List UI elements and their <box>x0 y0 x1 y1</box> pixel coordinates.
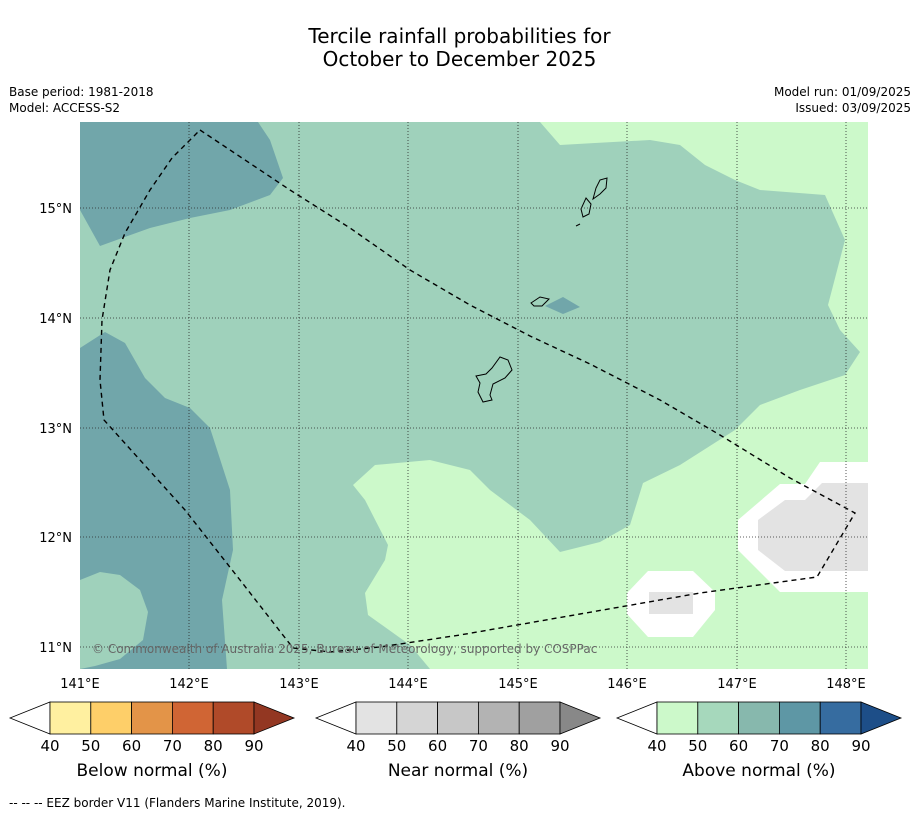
colorbar-title: Near normal (%) <box>387 761 529 781</box>
colorbar-segment <box>212 701 255 735</box>
above-60-region-nw <box>80 122 283 246</box>
colorbar-tick-label: 60 <box>122 737 141 755</box>
colorbars: 40 50 60 70 80 90 40 50 60 70 80 90 40 50 60 70 80 90 <box>8 701 903 755</box>
near-normal-patch-se <box>649 592 693 614</box>
colorbar-high-extend <box>559 701 602 735</box>
colorbar-segment <box>819 701 862 735</box>
colorbar-segment <box>738 701 780 735</box>
lon-label: 144°E <box>388 677 428 692</box>
colorbar-low-extend <box>314 701 357 735</box>
eez-border <box>99 129 856 653</box>
colorbar-high-extend <box>860 701 903 735</box>
colorbar-0: 40 50 60 70 80 90 <box>8 701 296 755</box>
colorbar-segment <box>656 701 699 735</box>
colorbar-segment <box>355 701 398 735</box>
lon-label: 146°E <box>607 677 647 692</box>
colorbar-segment <box>477 701 520 735</box>
lat-label: 13°N <box>39 422 72 437</box>
island-tinian <box>580 197 592 218</box>
lat-label: 15°N <box>39 202 72 217</box>
colorbar-tick-label: 90 <box>550 737 569 755</box>
gridlines <box>80 122 868 669</box>
lon-label: 147°E <box>717 677 757 692</box>
above-60-patch <box>545 297 580 314</box>
colorbar-segment <box>779 701 821 735</box>
copyright-text: © Commonwealth of Australia 2025, Bureau… <box>92 642 597 656</box>
lat-label: 11°N <box>39 641 72 656</box>
colorbar-tick-label: 70 <box>163 737 182 755</box>
island-saipan <box>592 177 608 201</box>
lon-label: 145°E <box>498 677 538 692</box>
colorbar-title: Below normal (%) <box>76 761 228 781</box>
colorbar-segment <box>437 701 479 735</box>
colorbar-tick-label: 90 <box>851 737 870 755</box>
island-guam <box>475 356 513 403</box>
lon-label: 148°E <box>826 677 866 692</box>
colorbar-title: Above normal (%) <box>682 761 836 781</box>
colorbar-tick-label: 80 <box>204 737 223 755</box>
colorbar-tick-label: 40 <box>647 737 666 755</box>
lon-label: 142°E <box>169 677 209 692</box>
lon-labels: 141°E 142°E 143°E 144°E 145°E 146°E 147°… <box>60 677 866 692</box>
colorbar-2: 40 50 60 70 80 90 <box>615 701 903 755</box>
issued-date: Issued: 03/09/2025 <box>795 101 911 115</box>
colorbar-tick-label: 50 <box>81 737 100 755</box>
colorbar-1: 40 50 60 70 80 90 <box>314 701 602 755</box>
colorbar-high-extend <box>253 701 296 735</box>
lat-labels: 15°N 14°N 13°N 12°N 11°N <box>39 202 72 656</box>
island-rota <box>530 296 550 307</box>
model-run: Model run: 01/09/2025 <box>773 85 911 99</box>
colorbar-tick-label: 80 <box>811 737 830 755</box>
colorbar-segment <box>697 701 739 735</box>
title-line-2: October to December 2025 <box>322 47 597 71</box>
colorbar-segment <box>90 701 133 735</box>
model-name: Model: ACCESS-S2 <box>9 101 121 115</box>
lon-label: 141°E <box>60 677 100 692</box>
colorbar-tick-label: 50 <box>387 737 406 755</box>
colorbar-tick-label: 70 <box>469 737 488 755</box>
map-area <box>80 122 868 669</box>
base-period: Base period: 1981-2018 <box>9 85 154 99</box>
colorbar-tick-label: 70 <box>770 737 789 755</box>
colorbar-segment <box>396 701 438 735</box>
lon-label: 143°E <box>279 677 319 692</box>
colorbar-segment <box>171 701 214 735</box>
colorbar-segment <box>518 701 561 735</box>
colorbar-tick-label: 50 <box>688 737 707 755</box>
colorbar-tick-label: 90 <box>244 737 263 755</box>
colorbar-low-extend <box>615 701 658 735</box>
colorbar-tick-label: 40 <box>346 737 365 755</box>
eez-footer-note: -- -- -- EEZ border V11 (Flanders Marine… <box>9 796 346 810</box>
title-line-1: Tercile rainfall probabilities for <box>308 24 611 48</box>
island-aguijan <box>575 223 581 227</box>
near-normal-patch-east <box>758 483 868 571</box>
colorbar-tick-label: 60 <box>729 737 748 755</box>
lat-label: 14°N <box>39 312 72 327</box>
colorbar-tick-label: 60 <box>428 737 447 755</box>
above-50-pocket-sw <box>80 572 148 669</box>
colorbar-low-extend <box>8 701 51 735</box>
colorbar-tick-label: 80 <box>510 737 529 755</box>
colorbar-tick-label: 40 <box>40 737 59 755</box>
colorbar-segment <box>131 701 173 735</box>
colorbar-segment <box>49 701 92 735</box>
lat-label: 12°N <box>39 531 72 546</box>
